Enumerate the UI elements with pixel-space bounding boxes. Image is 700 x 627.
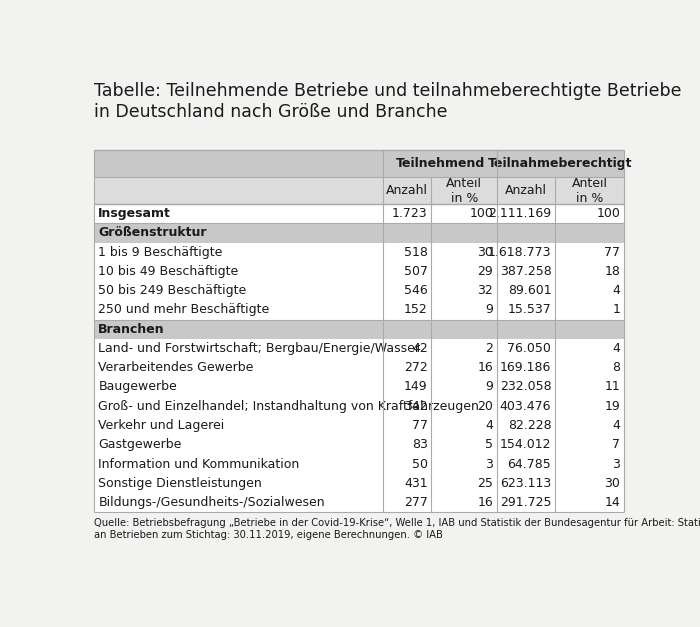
- Text: 30: 30: [477, 246, 494, 259]
- Text: Teilnehmend: Teilnehmend: [395, 157, 484, 170]
- Text: 77: 77: [604, 246, 620, 259]
- Text: 16: 16: [477, 496, 494, 509]
- Text: 64.785: 64.785: [508, 458, 552, 470]
- Text: 1: 1: [612, 303, 620, 317]
- Text: 3: 3: [485, 458, 494, 470]
- Text: Quelle: Betriebsbefragung „Betriebe in der Covid-19-Krise“, Welle 1, IAB und Sta: Quelle: Betriebsbefragung „Betriebe in d…: [94, 519, 700, 540]
- Text: 20: 20: [477, 400, 494, 413]
- Text: 32: 32: [477, 284, 494, 297]
- Text: 342: 342: [404, 400, 428, 413]
- Text: 10 bis 49 Beschäftigte: 10 bis 49 Beschäftigte: [98, 265, 239, 278]
- Text: 518: 518: [404, 246, 428, 259]
- Text: 154.012: 154.012: [500, 438, 552, 451]
- Text: 232.058: 232.058: [500, 381, 552, 394]
- Text: Branchen: Branchen: [98, 323, 165, 335]
- Bar: [94, 223, 624, 243]
- Text: 546: 546: [404, 284, 428, 297]
- Text: 291.725: 291.725: [500, 496, 552, 509]
- Text: 403.476: 403.476: [500, 400, 552, 413]
- Text: 1 bis 9 Beschäftigte: 1 bis 9 Beschäftigte: [98, 246, 223, 259]
- Bar: [94, 150, 624, 177]
- Text: 387.258: 387.258: [500, 265, 552, 278]
- Text: Anteil
in %: Anteil in %: [572, 177, 608, 204]
- Text: 19: 19: [605, 400, 620, 413]
- Text: Groß- und Einzelhandel; Instandhaltung von Kraftfahrzeugen: Groß- und Einzelhandel; Instandhaltung v…: [98, 400, 480, 413]
- Text: Baugewerbe: Baugewerbe: [98, 381, 177, 394]
- Bar: [94, 177, 624, 204]
- Text: 50 bis 249 Beschäftigte: 50 bis 249 Beschäftigte: [98, 284, 246, 297]
- Bar: [94, 320, 624, 339]
- Text: Verarbeitendes Gewerbe: Verarbeitendes Gewerbe: [98, 361, 253, 374]
- Text: 82.228: 82.228: [508, 419, 552, 432]
- Text: 50: 50: [412, 458, 428, 470]
- Text: 250 und mehr Beschäftigte: 250 und mehr Beschäftigte: [98, 303, 270, 317]
- Text: 89.601: 89.601: [508, 284, 552, 297]
- Text: Anteil
in %: Anteil in %: [447, 177, 482, 204]
- Text: 4: 4: [485, 419, 494, 432]
- Text: 18: 18: [604, 265, 620, 278]
- Text: 7: 7: [612, 438, 620, 451]
- Text: Insgesamt: Insgesamt: [98, 207, 172, 220]
- Text: 8: 8: [612, 361, 620, 374]
- Text: Verkehr und Lagerei: Verkehr und Lagerei: [98, 419, 225, 432]
- Text: Gastgewerbe: Gastgewerbe: [98, 438, 182, 451]
- Text: 272: 272: [404, 361, 428, 374]
- Text: 149: 149: [404, 381, 428, 394]
- Text: 9: 9: [485, 303, 494, 317]
- Text: 16: 16: [477, 361, 494, 374]
- Text: 30: 30: [604, 477, 620, 490]
- Text: 76.050: 76.050: [508, 342, 552, 355]
- Text: Information und Kommunikation: Information und Kommunikation: [98, 458, 300, 470]
- Text: 100: 100: [596, 207, 620, 220]
- Text: 1.618.773: 1.618.773: [488, 246, 552, 259]
- Text: 3: 3: [612, 458, 620, 470]
- Text: Teilnahmeberechtigt: Teilnahmeberechtigt: [489, 157, 633, 170]
- Text: Anzahl: Anzahl: [386, 184, 428, 197]
- Text: 4: 4: [612, 342, 620, 355]
- Text: Tabelle: Teilnehmende Betriebe und teilnahmeberechtigte Betriebe
in Deutschland : Tabelle: Teilnehmende Betriebe und teiln…: [94, 83, 682, 121]
- Text: 5: 5: [485, 438, 494, 451]
- Text: 29: 29: [477, 265, 494, 278]
- Text: 152: 152: [404, 303, 428, 317]
- Text: Anzahl: Anzahl: [505, 184, 547, 197]
- Text: 4: 4: [612, 419, 620, 432]
- Text: 169.186: 169.186: [500, 361, 552, 374]
- Text: Sonstige Dienstleistungen: Sonstige Dienstleistungen: [98, 477, 262, 490]
- Text: Größenstruktur: Größenstruktur: [98, 226, 207, 240]
- Text: 9: 9: [485, 381, 494, 394]
- Text: 1.723: 1.723: [392, 207, 428, 220]
- Text: 4: 4: [612, 284, 620, 297]
- Text: 507: 507: [404, 265, 428, 278]
- Text: 100: 100: [470, 207, 494, 220]
- Text: 431: 431: [404, 477, 428, 490]
- Text: 277: 277: [404, 496, 428, 509]
- Text: Land- und Forstwirtschaft; Bergbau/Energie/Wasser: Land- und Forstwirtschaft; Bergbau/Energ…: [98, 342, 420, 355]
- Text: 11: 11: [605, 381, 620, 394]
- Text: 15.537: 15.537: [508, 303, 552, 317]
- Text: 623.113: 623.113: [500, 477, 552, 490]
- Text: 77: 77: [412, 419, 428, 432]
- Text: 2: 2: [485, 342, 494, 355]
- Text: 2.111.169: 2.111.169: [488, 207, 552, 220]
- Text: Bildungs-/Gesundheits-/Sozialwesen: Bildungs-/Gesundheits-/Sozialwesen: [98, 496, 325, 509]
- Text: 25: 25: [477, 477, 494, 490]
- Text: 42: 42: [412, 342, 428, 355]
- Text: 14: 14: [605, 496, 620, 509]
- Text: 83: 83: [412, 438, 428, 451]
